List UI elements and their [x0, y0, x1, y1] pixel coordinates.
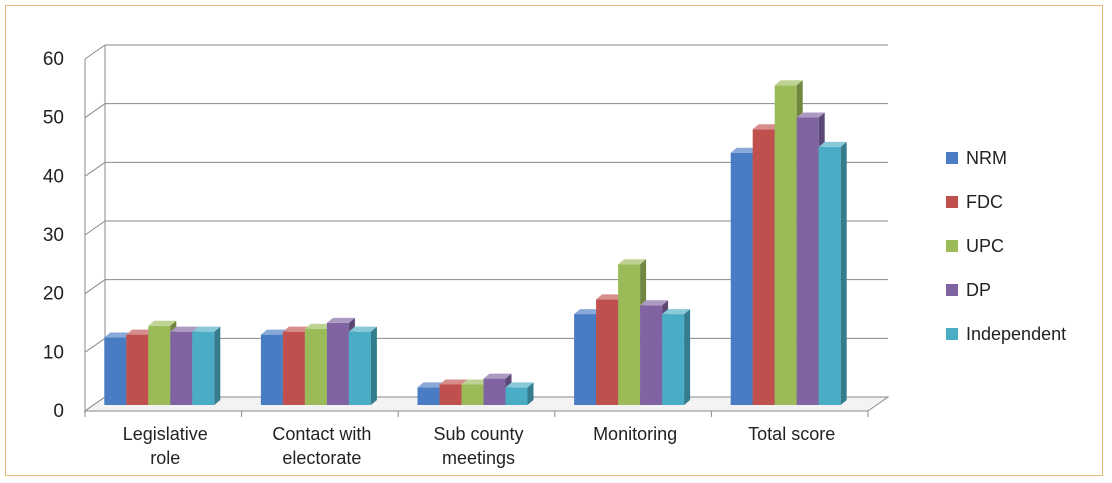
bar-top	[304, 323, 333, 329]
bar-front	[417, 387, 440, 405]
y-tick-label: 0	[53, 401, 64, 422]
y-tick-label: 10	[43, 342, 64, 363]
legend-swatch-independent	[946, 328, 958, 340]
bar-independent-0	[192, 326, 221, 405]
legend-label-independent: Independent	[966, 324, 1066, 344]
bar-front	[439, 384, 462, 405]
y-tick-label: 60	[43, 49, 64, 70]
x-category-label: Legislative	[123, 424, 208, 444]
bar-top	[618, 259, 647, 265]
y-tick-label: 20	[43, 284, 64, 305]
x-category-label: electorate	[282, 448, 361, 468]
gridline-diagonal	[84, 220, 106, 236]
bar-top	[796, 112, 825, 118]
y-tick-label: 50	[43, 108, 64, 129]
bar-front	[148, 325, 171, 405]
bar-front	[192, 331, 215, 405]
bar-top	[104, 332, 133, 338]
bar-side	[214, 326, 221, 405]
gridline-diagonal	[84, 44, 106, 60]
legend-swatch-dp	[946, 284, 958, 296]
bar-top	[574, 309, 603, 315]
bar-front	[505, 387, 528, 405]
x-category-label: role	[150, 448, 180, 468]
bar-front	[260, 334, 283, 405]
bar-side	[527, 382, 534, 405]
legend-swatch-nrm	[946, 152, 958, 164]
bar-front	[348, 331, 371, 405]
bar-front	[574, 314, 597, 405]
x-category-label: Contact with	[272, 424, 371, 444]
bar-front	[170, 331, 193, 405]
legend-swatch-upc	[946, 240, 958, 252]
bar-front	[304, 328, 327, 405]
x-category-label: Total score	[748, 424, 835, 444]
gridline-diagonal	[84, 103, 106, 119]
legend-swatch-fdc	[946, 196, 958, 208]
bar-front	[818, 146, 841, 405]
bar-side	[684, 309, 691, 405]
bar-top	[596, 294, 625, 300]
x-category-label: Monitoring	[593, 424, 677, 444]
bar-front	[483, 378, 506, 405]
bar-front	[126, 334, 149, 405]
bar-top	[774, 80, 803, 86]
legend-label-nrm: NRM	[966, 148, 1007, 168]
bar-top	[752, 124, 781, 130]
bar-top	[326, 317, 355, 323]
bar-top	[662, 309, 691, 315]
bar-top	[730, 147, 759, 153]
bar-front	[640, 305, 663, 405]
bar-side	[840, 141, 847, 405]
bar-top	[348, 326, 377, 332]
bar-top	[260, 329, 289, 335]
bar-top	[439, 379, 468, 385]
y-tick-label: 40	[43, 166, 64, 187]
gridline-diagonal	[84, 337, 106, 353]
bar-independent-4	[818, 141, 847, 405]
legend-label-dp: DP	[966, 280, 991, 300]
legend-label-fdc: FDC	[966, 192, 1003, 212]
bar-front	[662, 314, 685, 405]
gridline-diagonal	[84, 279, 106, 295]
bar-top	[417, 382, 446, 388]
bar-top	[640, 300, 669, 306]
bar-top	[170, 326, 199, 332]
legend-label-upc: UPC	[966, 236, 1004, 256]
bar-independent-2	[505, 382, 534, 405]
x-category-label: meetings	[442, 448, 515, 468]
bar-front	[326, 322, 349, 405]
bar-front	[796, 117, 819, 406]
bar-front	[618, 264, 641, 405]
bar-front	[596, 299, 619, 405]
bar-top	[148, 320, 177, 326]
bar-front	[461, 384, 484, 405]
bar-front	[752, 129, 775, 405]
bar-independent-3	[662, 309, 691, 405]
bar-front	[282, 331, 305, 405]
bar-front	[104, 337, 127, 405]
bar-side	[370, 326, 377, 405]
bar-front	[774, 85, 797, 406]
bar-independent-1	[348, 326, 377, 405]
bar-top	[192, 326, 221, 332]
y-tick-label: 30	[43, 225, 64, 246]
bar-front	[730, 152, 753, 405]
bar-top	[126, 329, 155, 335]
bar-top	[505, 382, 534, 388]
x-category-label: Sub county	[433, 424, 523, 444]
gridline-diagonal	[84, 161, 106, 177]
bar-top	[282, 326, 311, 332]
bar-top	[483, 373, 512, 379]
bar-top	[461, 379, 490, 385]
bar-top	[818, 141, 847, 147]
